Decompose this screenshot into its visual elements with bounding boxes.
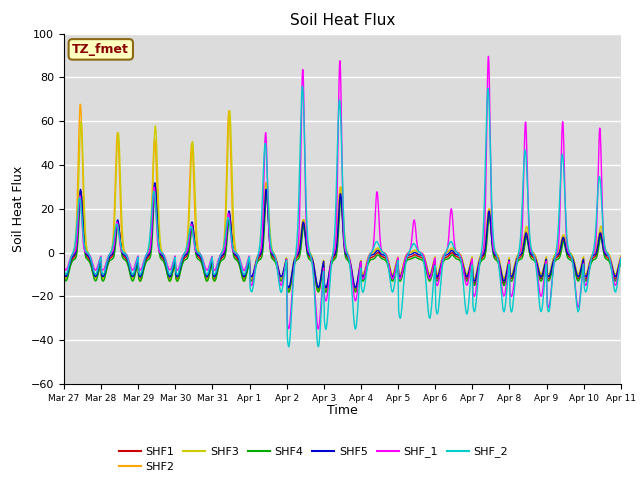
SHF1	[564, 253, 572, 259]
SHF_1	[617, 254, 625, 260]
SHF3	[216, 256, 223, 262]
SHF_2	[407, 246, 415, 252]
SHF_2	[617, 258, 625, 264]
SHF2	[216, 256, 223, 262]
SHF4	[397, 277, 404, 283]
SHF3	[226, 108, 234, 113]
Line: SHF2: SHF2	[64, 104, 621, 292]
Text: TZ_fmet: TZ_fmet	[72, 43, 129, 56]
SHF3	[179, 253, 187, 259]
SHF1	[617, 257, 625, 263]
Line: SHF_2: SHF_2	[64, 86, 621, 347]
SHF2	[564, 249, 572, 254]
SHF2	[180, 253, 188, 259]
Title: Soil Heat Flux: Soil Heat Flux	[290, 13, 395, 28]
SHF2	[322, 289, 330, 295]
SHF_2	[397, 313, 404, 319]
SHF_1	[397, 275, 404, 281]
SHF3	[564, 247, 572, 253]
SHF_1	[617, 256, 625, 262]
SHF1	[60, 263, 68, 269]
SHF2	[77, 101, 84, 107]
SHF5	[180, 254, 188, 260]
SHF3	[617, 253, 625, 259]
SHF_2	[60, 259, 68, 264]
SHF_1	[314, 326, 322, 332]
SHF5	[60, 261, 68, 267]
SHF_1	[564, 249, 572, 255]
SHF4	[180, 259, 188, 264]
SHF5	[151, 180, 159, 186]
SHF_1	[179, 252, 187, 258]
SHF2	[407, 250, 415, 255]
SHF3	[617, 254, 625, 260]
X-axis label: Time: Time	[327, 404, 358, 417]
SHF1	[216, 259, 223, 264]
SHF4	[216, 261, 223, 267]
SHF2	[617, 253, 625, 259]
SHF5	[617, 255, 625, 261]
Line: SHF1: SHF1	[64, 185, 621, 290]
SHF5	[564, 252, 572, 257]
SHF4	[285, 289, 292, 295]
SHF4	[564, 255, 572, 261]
SHF1	[352, 287, 360, 293]
Line: SHF_1: SHF_1	[64, 56, 621, 329]
Legend: SHF1, SHF2, SHF3, SHF4, SHF5, SHF_1, SHF_2: SHF1, SHF2, SHF3, SHF4, SHF5, SHF_1, SHF…	[114, 442, 512, 477]
SHF1	[180, 257, 188, 263]
SHF3	[60, 261, 68, 266]
SHF_1	[406, 245, 414, 251]
SHF_2	[299, 84, 307, 89]
SHF_1	[60, 257, 68, 263]
SHF5	[397, 273, 404, 279]
SHF_2	[216, 255, 223, 261]
SHF3	[397, 271, 404, 276]
SHF2	[60, 261, 68, 266]
SHF4	[60, 265, 68, 271]
Line: SHF3: SHF3	[64, 110, 621, 292]
SHF1	[151, 182, 159, 188]
SHF1	[407, 254, 415, 260]
SHF_2	[564, 245, 572, 251]
SHF4	[407, 256, 415, 262]
SHF_2	[617, 255, 625, 261]
SHF5	[314, 285, 322, 290]
SHF3	[351, 289, 359, 295]
SHF5	[216, 257, 223, 263]
SHF_1	[484, 53, 492, 59]
SHF5	[407, 252, 415, 257]
SHF_1	[216, 254, 223, 260]
SHF_2	[285, 344, 292, 349]
SHF4	[151, 184, 159, 190]
SHF_2	[179, 253, 187, 259]
SHF2	[397, 271, 404, 276]
Y-axis label: Soil Heat Flux: Soil Heat Flux	[12, 166, 25, 252]
Line: SHF4: SHF4	[64, 187, 621, 292]
SHF1	[617, 259, 625, 264]
SHF3	[407, 249, 415, 255]
SHF1	[397, 275, 404, 281]
SHF4	[617, 261, 625, 266]
Line: SHF5: SHF5	[64, 183, 621, 288]
SHF4	[617, 260, 625, 265]
SHF5	[617, 256, 625, 262]
SHF2	[617, 254, 625, 260]
